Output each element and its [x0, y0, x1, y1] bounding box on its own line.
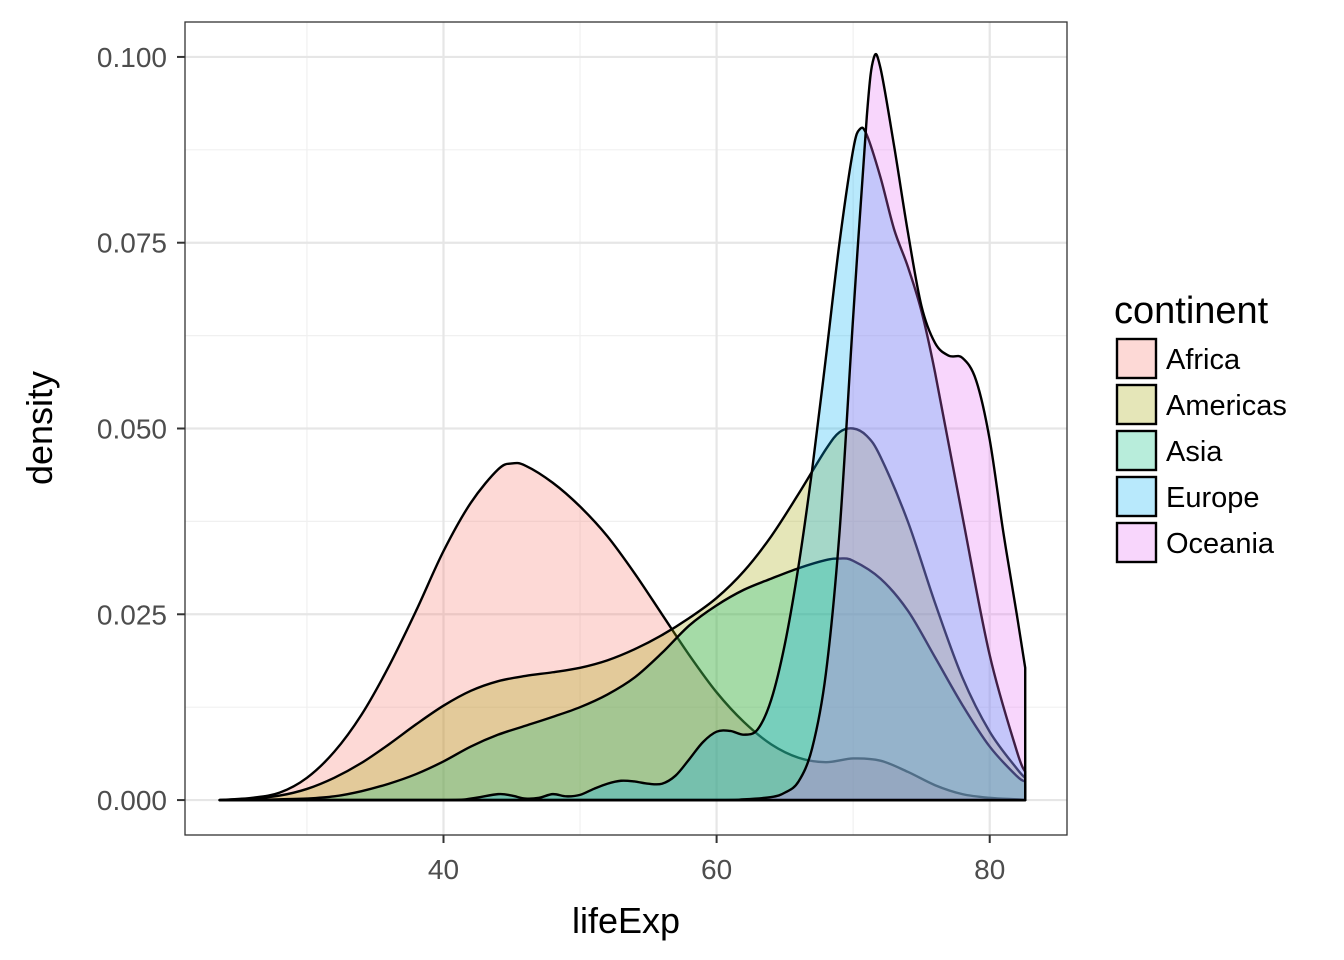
- legend-key-background: [1116, 338, 1157, 379]
- y-tick-label: 0.100: [97, 42, 167, 73]
- legend-label-asia: Asia: [1166, 436, 1223, 468]
- x-axis-title: lifeExp: [572, 900, 680, 941]
- legend-swatch-oceania: [1115, 521, 1158, 564]
- density-area-europe: [218, 126, 1027, 802]
- y-axis-title: density: [19, 371, 60, 485]
- legend-swatch-americas: [1115, 383, 1158, 426]
- legend-label-europe: Europe: [1166, 482, 1260, 514]
- y-tick-label: 0.025: [97, 599, 167, 630]
- legend-key-background: [1116, 430, 1157, 471]
- legend-label-americas: Americas: [1166, 390, 1287, 422]
- legend-swatch-europe: [1115, 475, 1158, 518]
- legend-key-background: [1116, 476, 1157, 517]
- density-area-oceania: [218, 52, 1027, 802]
- x-axis: 40 60 80: [428, 835, 1005, 885]
- x-tick-label: 60: [701, 854, 732, 885]
- density-area-americas: [218, 427, 1027, 802]
- legend-key-background: [1116, 522, 1157, 563]
- y-axis: 0.000 0.025 0.050 0.075 0.100: [97, 42, 185, 816]
- legend: continent Africa Americas Asia Europe Oceani…: [1114, 290, 1287, 564]
- density-area-asia: [218, 557, 1027, 802]
- x-tick-label: 80: [974, 854, 1005, 885]
- legend-title: continent: [1114, 290, 1269, 332]
- density-area-africa: [218, 461, 1027, 802]
- legend-label-oceania: Oceania: [1166, 528, 1275, 560]
- legend-swatch-asia: [1115, 429, 1158, 472]
- y-tick-label: 0.050: [97, 414, 167, 445]
- legend-swatch-africa: [1115, 337, 1158, 380]
- y-tick-label: 0.075: [97, 228, 167, 259]
- legend-key-background: [1116, 384, 1157, 425]
- density-areas: [218, 52, 1027, 802]
- legend-label-africa: Africa: [1166, 344, 1241, 376]
- y-tick-label: 0.000: [97, 785, 167, 816]
- x-tick-label: 40: [428, 854, 459, 885]
